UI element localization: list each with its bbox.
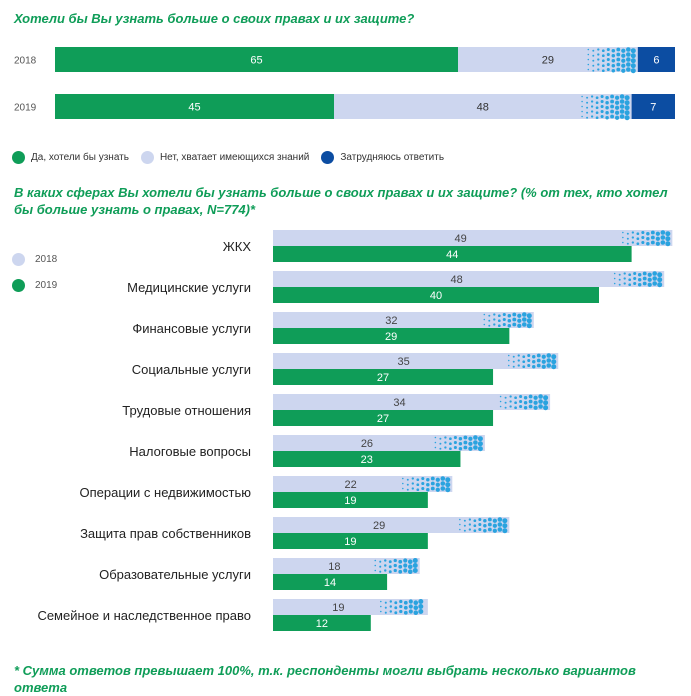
data-label-2018-0: 49	[455, 233, 467, 245]
bar-dots-2018-7	[459, 517, 508, 534]
bar-2019-7	[273, 533, 428, 549]
chart1-title: Хотели бы Вы узнать больше о своих права…	[14, 11, 415, 26]
data-label-2018-4: 34	[393, 397, 405, 409]
data-label-2019-8: 14	[324, 577, 336, 589]
legend-swatch-unsure	[321, 151, 335, 164]
category-label-9: Семейное и наследственное право	[37, 608, 251, 623]
bar-dots-2018-9	[379, 599, 424, 615]
bar-2019-6	[273, 492, 428, 508]
legend-item-2018: 2018	[12, 246, 57, 272]
data-label-2018-9: 19	[332, 602, 344, 614]
bar-2018-2	[273, 312, 534, 328]
bar-dots-2018-4	[499, 394, 549, 411]
data-label-2019-series-0: 45	[188, 102, 200, 114]
data-label-2019-5: 23	[361, 454, 373, 466]
legend-item-2019: 2019	[12, 272, 57, 298]
bar-dots-2018-2	[483, 312, 532, 329]
category-label-0: ЖКХ	[222, 239, 251, 254]
chart1-plot: 2018 65 29 6 2019 45 48 7	[14, 47, 675, 121]
data-label-2018-series-2: 6	[653, 55, 659, 67]
legend-label-no: Нет, хватает имеющихся знаний	[159, 152, 310, 163]
category-label-8: Образовательные услуги	[99, 567, 251, 582]
bar-dots-2018-1	[613, 271, 663, 288]
legend-swatch-2019	[12, 278, 25, 292]
data-label-2018-series-0: 65	[250, 55, 262, 67]
bar-dots-2018-5	[434, 435, 483, 452]
bar-2018-3	[273, 353, 559, 369]
bar-2019-8	[273, 574, 388, 590]
legend-swatch-no	[140, 151, 154, 164]
bar-dots-2018-8	[374, 558, 418, 574]
bar-2019-9	[273, 615, 371, 631]
legend-label-unsure: Затрудняюсь ответить	[340, 152, 445, 163]
bar-2018-series-2	[637, 47, 675, 72]
data-label-2019-9: 12	[316, 618, 328, 630]
category-label-6: Операции с недвижимостью	[79, 485, 251, 500]
category-label-5: Налоговые вопросы	[129, 444, 251, 459]
data-label-2018-6: 22	[345, 479, 357, 491]
legend-swatch-yes	[12, 151, 25, 164]
bar-2018-0	[273, 230, 673, 246]
bar-dots-2018-0	[622, 230, 671, 247]
chart2-legend: 2018 2019	[12, 246, 57, 298]
data-label-2018-8: 18	[328, 561, 340, 573]
data-label-2019-series-1: 48	[477, 102, 489, 114]
category-label-1: Медицинские услуги	[127, 280, 251, 295]
bar-dots-2018-6	[402, 476, 451, 493]
bar-2018-1	[273, 271, 665, 287]
category-label-4: Трудовые отношения	[122, 403, 251, 418]
bar-2018-8	[273, 558, 420, 574]
data-label-2019-7: 19	[344, 536, 356, 548]
legend-item-no: Нет, хватает имеющихся знаний	[140, 151, 310, 164]
chart1-legend: Да, хотели бы узнать Нет, хватает имеющи…	[12, 151, 456, 164]
category-label-2: Финансовые услуги	[132, 321, 251, 336]
category-label-3: Социальные услуги	[131, 362, 251, 377]
data-label-2018-5: 26	[361, 438, 373, 450]
legend-item-unsure: Затрудняюсь ответить	[321, 151, 444, 164]
footnote: * Сумма ответов превышает 100%, т.к. рес…	[14, 663, 636, 695]
data-label-2019-2: 29	[385, 331, 397, 343]
data-label-2019-3: 27	[377, 372, 389, 384]
data-label-2018-3: 35	[398, 356, 410, 368]
bar-2018-9	[273, 599, 428, 615]
bar-2018-5	[273, 435, 485, 451]
category-label-7: Защита прав собственников	[80, 526, 251, 541]
data-label-2019-series-2: 7	[650, 102, 656, 114]
legend-swatch-2018	[12, 252, 25, 266]
legend-label-2019: 2019	[35, 279, 58, 291]
data-label-2018-2: 32	[385, 315, 397, 327]
data-label-2019-1: 40	[430, 290, 442, 302]
bar-2019-series-0	[55, 94, 334, 119]
legend-item-yes: Да, хотели бы узнать	[12, 151, 129, 164]
bar-2018-7	[273, 517, 510, 533]
bar-2019-1	[273, 287, 599, 303]
bar-2018-4	[273, 394, 551, 410]
chart2-title: В каких сферах Вы хотели бы узнать больш…	[14, 185, 668, 217]
data-label-2018-7: 29	[373, 520, 385, 532]
bar-2019-2	[273, 328, 510, 344]
legend-label-2018: 2018	[35, 253, 58, 265]
data-label-2019-6: 19	[344, 495, 356, 507]
bar-2019-4	[273, 410, 494, 426]
legend-label-yes: Да, хотели бы узнать	[31, 152, 129, 163]
data-label-2019-4: 27	[377, 413, 389, 425]
bar-2018-series-0	[55, 47, 458, 72]
bar-2019-3	[273, 369, 494, 385]
bar-dots-2019	[581, 94, 630, 121]
bar-dots-2018	[587, 47, 636, 74]
year-label-2018: 2018	[14, 56, 37, 67]
year-label-2019: 2019	[14, 103, 37, 114]
bar-2019-series-2	[631, 94, 675, 119]
bar-dots-2018-3	[507, 353, 557, 370]
bar-2019-0	[273, 246, 632, 262]
bar-2019-5	[273, 451, 461, 467]
data-label-2018-1: 48	[450, 274, 462, 286]
data-label-2019-0: 44	[446, 249, 458, 261]
data-label-2018-series-1: 29	[542, 55, 554, 67]
bar-2018-6	[273, 476, 453, 492]
